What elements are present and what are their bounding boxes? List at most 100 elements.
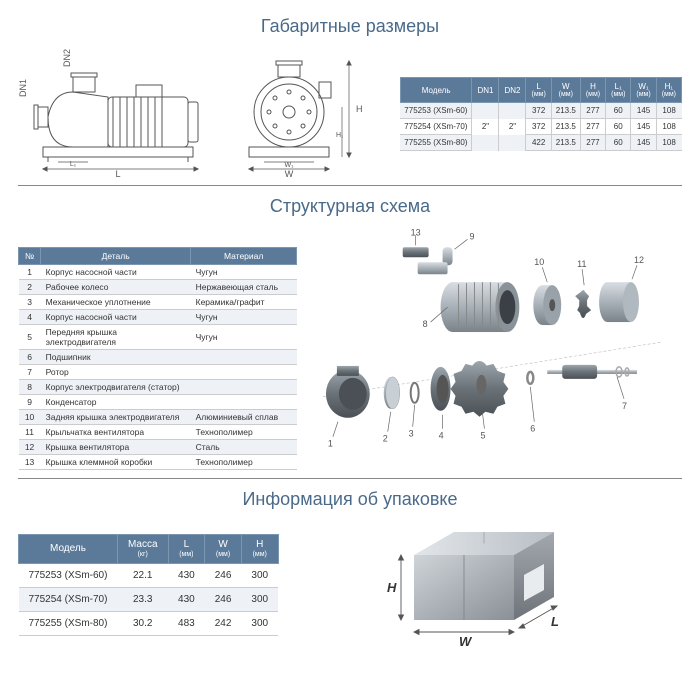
pack-header: L(мм) (168, 534, 205, 563)
pack-header: H(мм) (241, 534, 278, 563)
svg-text:W: W (285, 169, 294, 177)
struct-row: 11Крыльчатка вентилятораТехнополимер (19, 425, 297, 440)
dim-cell: 277 (580, 135, 605, 151)
dim-cell: 775255 (XSm-80) (400, 135, 472, 151)
dim-cell: 2" (499, 119, 526, 135)
struct-cell: 8 (19, 380, 41, 395)
dim-cell: 213.5 (551, 103, 580, 119)
pack-header: Модель (19, 534, 118, 563)
svg-text:12: 12 (634, 255, 644, 265)
pack-cell: 775253 (XSm-60) (19, 564, 118, 588)
struct-cell: Корпус насосной части (41, 265, 191, 280)
struct-header: № (19, 248, 41, 265)
struct-row: 8Корпус электродвигателя (статор) (19, 380, 297, 395)
dim-cell: 60 (606, 103, 631, 119)
struct-cell: Рабочее колесо (41, 280, 191, 295)
svg-text:3: 3 (409, 429, 414, 439)
svg-text:13: 13 (411, 227, 421, 237)
struct-row: 4Корпус насосной частиЧугун (19, 310, 297, 325)
struct-cell: Крышка клеммной коробки (41, 455, 191, 470)
dim-header: W(мм) (551, 78, 580, 103)
dim-row: 775254 (XSm-70)2"2"372213.527760145108 (400, 119, 681, 135)
struct-cell: 11 (19, 425, 41, 440)
struct-cell: 5 (19, 325, 41, 350)
dim-cell: 213.5 (551, 135, 580, 151)
struct-cell: Керамика/графит (191, 295, 297, 310)
dim-cell: 775253 (XSm-60) (400, 103, 472, 119)
struct-cell: 6 (19, 350, 41, 365)
dim-cell: 422 (526, 135, 551, 151)
struct-cell: 13 (19, 455, 41, 470)
struct-cell (191, 365, 297, 380)
dim-header: L(мм) (526, 78, 551, 103)
struct-row: 2Рабочее колесоНержавеющая сталь (19, 280, 297, 295)
pack-cell: 430 (168, 564, 205, 588)
pack-header: W(мм) (205, 534, 242, 563)
pump-front-view: H H₁ W W₁ (224, 47, 364, 177)
struct-cell (191, 350, 297, 365)
dim-row: 775253 (XSm-60)372213.527760145108 (400, 103, 681, 119)
struct-row: 1Корпус насосной частиЧугун (19, 265, 297, 280)
struct-row: 10Задняя крышка электродвигателяАлюминие… (19, 410, 297, 425)
svg-text:2: 2 (383, 434, 388, 444)
struct-cell: 10 (19, 410, 41, 425)
dim-header: W₁(мм) (631, 78, 656, 103)
struct-row: 5Передняя крышка электродвигателяЧугун (19, 325, 297, 350)
pack-cell: 22.1 (117, 564, 168, 588)
packaging-row: МодельМасса(кг)L(мм)W(мм)H(мм) 775253 (X… (18, 520, 682, 650)
svg-text:6: 6 (530, 424, 535, 434)
svg-text:H₁: H₁ (336, 132, 344, 139)
svg-text:DN2: DN2 (62, 49, 72, 67)
dimensions-title: Габаритные размеры (18, 16, 682, 37)
dim-cell: 277 (580, 119, 605, 135)
packaging-table: МодельМасса(кг)L(мм)W(мм)H(мм) 775253 (X… (18, 534, 279, 636)
struct-cell: Механическое уплотнение (41, 295, 191, 310)
pack-cell: 246 (205, 564, 242, 588)
struct-row: 3Механическое уплотнениеКерамика/графит (19, 295, 297, 310)
dim-header: H₁(мм) (656, 78, 681, 103)
struct-cell: 4 (19, 310, 41, 325)
svg-text:W: W (459, 634, 473, 649)
struct-cell: Чугун (191, 265, 297, 280)
pack-cell: 30.2 (117, 612, 168, 636)
dim-cell: 145 (631, 119, 656, 135)
exploded-view: 13 9 8 10 (303, 227, 682, 457)
pack-cell: 246 (205, 588, 242, 612)
dim-cell: 60 (606, 119, 631, 135)
pack-row: 775254 (XSm-70)23.3430246300 (19, 588, 279, 612)
svg-text:11: 11 (577, 259, 586, 269)
struct-row: 12Крышка вентилятораСталь (19, 440, 297, 455)
struct-row: 9Конденсатор (19, 395, 297, 410)
struct-cell: 1 (19, 265, 41, 280)
pack-header: Масса(кг) (117, 534, 168, 563)
dim-cell: 775254 (XSm-70) (400, 119, 472, 135)
struct-row: 6Подшипник (19, 350, 297, 365)
dim-cell: 108 (656, 119, 681, 135)
pack-cell: 483 (168, 612, 205, 636)
struct-cell: 12 (19, 440, 41, 455)
svg-text:9: 9 (470, 231, 475, 241)
struct-row: 13Крышка клеммной коробкиТехнополимер (19, 455, 297, 470)
struct-cell: Технополимер (191, 425, 297, 440)
struct-header: Деталь (41, 248, 191, 265)
struct-cell: Конденсатор (41, 395, 191, 410)
structure-title: Структурная схема (18, 196, 682, 217)
structure-row: №ДетальМатериал 1Корпус насосной частиЧу… (18, 227, 682, 470)
dim-cell (499, 135, 526, 151)
svg-text:L: L (115, 169, 120, 177)
pack-cell: 775255 (XSm-80) (19, 612, 118, 636)
dim-cell (499, 103, 526, 119)
dim-cell (472, 103, 499, 119)
dim-header: L₁(мм) (606, 78, 631, 103)
svg-text:7: 7 (622, 401, 627, 411)
dim-cell: 2" (472, 119, 499, 135)
struct-cell: Корпус электродвигателя (статор) (41, 380, 191, 395)
struct-cell: 9 (19, 395, 41, 410)
struct-cell: Нержавеющая сталь (191, 280, 297, 295)
pack-cell: 242 (205, 612, 242, 636)
packaging-title: Информация об упаковке (18, 489, 682, 510)
svg-text:W₁: W₁ (285, 162, 295, 169)
dim-cell: 372 (526, 103, 551, 119)
svg-text:DN1: DN1 (18, 79, 28, 97)
pack-cell: 300 (241, 588, 278, 612)
